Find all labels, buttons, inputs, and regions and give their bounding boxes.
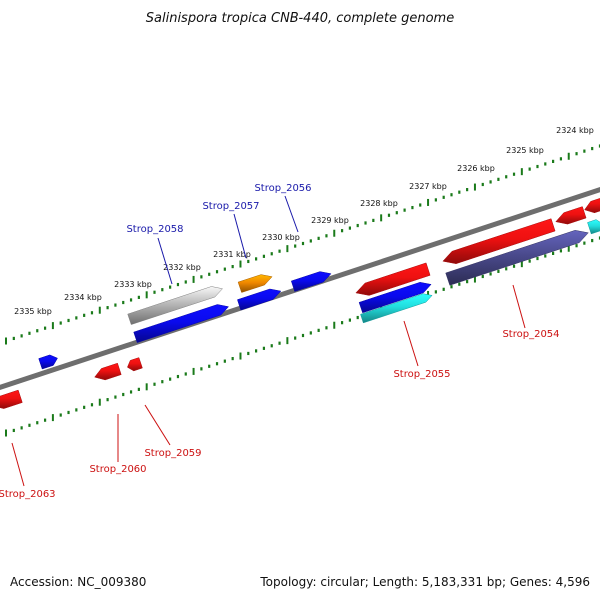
callout-line xyxy=(284,195,299,233)
gene-arrow-right-2 xyxy=(584,198,600,214)
gene-arrow-strop-2055 xyxy=(355,262,431,296)
scale-label: 2334 kbp xyxy=(64,293,102,302)
gene-arrow-strop-2058 xyxy=(127,286,223,325)
gene-arrow-strop-2055b xyxy=(358,282,432,314)
gene-arrow-strop-2056 xyxy=(290,271,332,292)
gene-arrow-strop-2054b xyxy=(445,230,589,286)
gene-features xyxy=(0,198,600,409)
gene-label: Strop_2063 xyxy=(0,489,56,500)
gene-arrow-strop-2055c xyxy=(360,293,433,324)
scale-label: 2327 kbp xyxy=(409,182,447,191)
outer-scale-track xyxy=(5,144,600,345)
gene-label: Strop_2059 xyxy=(144,448,201,459)
gene-arrow-strop-2063 xyxy=(0,389,23,409)
gene-callouts: Strop_2056 Strop_2057 Strop_2058 Strop_2054… xyxy=(0,183,560,500)
scale-labels: 2324 kbp 2325 kbp 2326 kbp 2327 kbp 2328 kbp… xyxy=(14,126,594,316)
gene-arrow-strop-2057 xyxy=(237,274,273,293)
callout-line xyxy=(144,404,171,446)
gene-arrow-strop-2060 xyxy=(94,362,122,381)
scale-label: 2335 kbp xyxy=(14,307,52,316)
scale-label: 2328 kbp xyxy=(360,199,398,208)
gene-arrow-small-forward xyxy=(38,354,58,370)
gene-arrow-strop-2057b xyxy=(237,288,282,311)
scale-label: 2325 kbp xyxy=(506,146,544,155)
gene-label: Strop_2060 xyxy=(89,464,146,475)
gene-arrow-strop-2059 xyxy=(127,357,143,372)
scale-label: 2332 kbp xyxy=(163,263,201,272)
genome-summary-text: Topology: circular; Length: 5,183,331 bp… xyxy=(259,575,590,589)
gene-label: Strop_2058 xyxy=(126,224,183,235)
callout-line xyxy=(403,320,419,367)
scale-label: 2333 kbp xyxy=(114,280,152,289)
callout-line xyxy=(233,213,247,259)
gene-arrow-right-cyan xyxy=(587,219,600,235)
gene-label: Strop_2055 xyxy=(393,369,450,380)
gene-label: Strop_2054 xyxy=(502,329,559,340)
gene-arrow-right-1 xyxy=(555,206,587,225)
scale-label: 2331 kbp xyxy=(213,250,251,259)
scale-label: 2330 kbp xyxy=(262,233,300,242)
gene-label: Strop_2057 xyxy=(202,201,259,212)
callout-line xyxy=(11,442,25,487)
scale-label: 2326 kbp xyxy=(457,164,495,173)
gene-label: Strop_2056 xyxy=(254,183,311,194)
map-title: Salinispora tropica CNB-440, complete ge… xyxy=(146,11,454,26)
callout-line xyxy=(512,284,526,329)
scale-label: 2329 kbp xyxy=(311,216,349,225)
gene-arrow-strop-2058b xyxy=(133,304,229,343)
scale-label: 2324 kbp xyxy=(556,126,594,135)
callout-line xyxy=(157,237,173,285)
accession-text: Accession: NC_009380 xyxy=(10,575,146,589)
gene-arrow-strop-2054 xyxy=(442,218,556,264)
